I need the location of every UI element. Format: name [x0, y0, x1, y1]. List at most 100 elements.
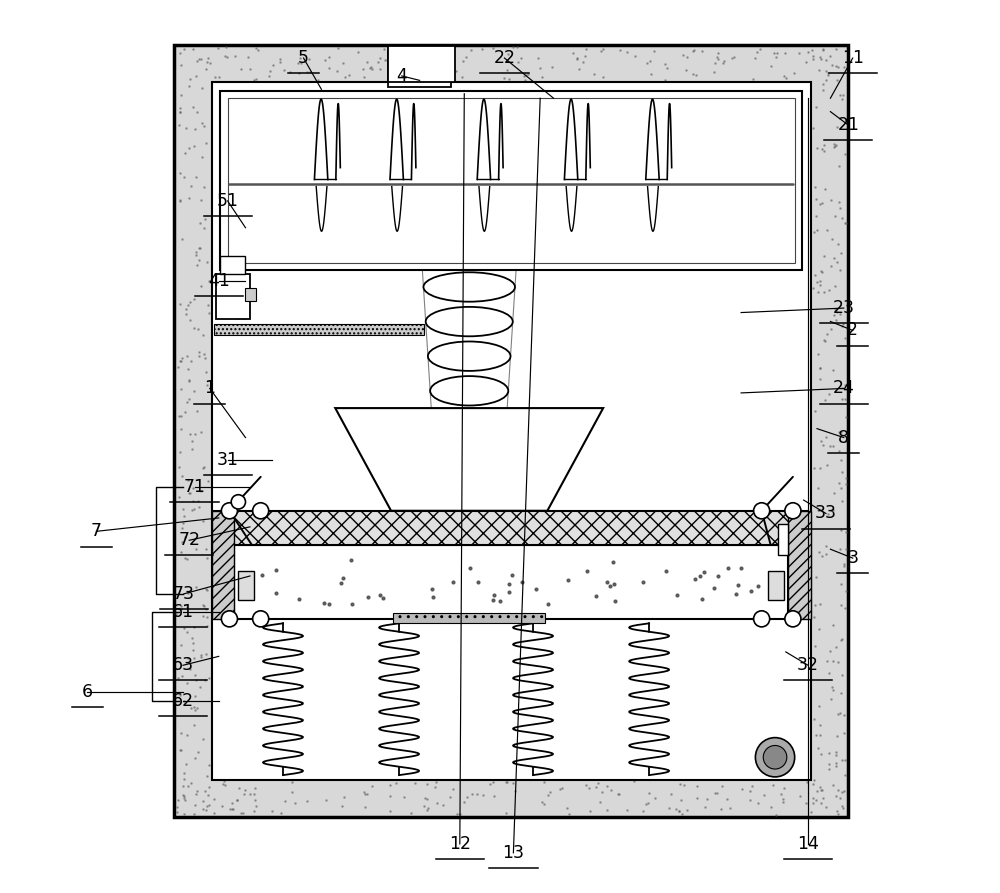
Point	[544, 60, 560, 74]
Polygon shape	[335, 408, 603, 511]
Point	[822, 49, 838, 63]
Point	[769, 46, 785, 61]
Point	[233, 62, 249, 76]
Point	[824, 58, 840, 72]
Point	[419, 777, 435, 791]
Point	[709, 785, 725, 799]
Point	[195, 461, 211, 475]
Point	[763, 800, 779, 814]
Point	[193, 279, 209, 293]
Point	[186, 501, 202, 515]
Point	[386, 61, 402, 75]
Point	[198, 602, 214, 616]
Point	[671, 804, 687, 818]
Point	[452, 807, 468, 822]
Point	[343, 553, 359, 567]
Point	[195, 597, 211, 612]
Point	[707, 785, 723, 799]
Point	[177, 405, 193, 419]
Point	[179, 728, 195, 742]
Point	[200, 298, 216, 313]
Point	[183, 776, 199, 790]
Point	[838, 478, 854, 492]
Ellipse shape	[426, 307, 513, 337]
Point	[191, 500, 207, 514]
Point	[424, 581, 440, 596]
Point	[174, 522, 190, 536]
Point	[419, 792, 435, 806]
Bar	[212, 82, 811, 780]
Point	[513, 51, 529, 65]
Point	[821, 746, 837, 760]
Point	[812, 461, 828, 475]
Point	[247, 780, 263, 795]
Bar	[234, 545, 788, 619]
Point	[197, 351, 213, 365]
Point	[337, 71, 353, 85]
Point	[504, 568, 520, 582]
Point	[823, 321, 839, 336]
Point	[578, 41, 594, 55]
Point	[814, 196, 830, 210]
Point	[186, 139, 202, 154]
Point	[811, 622, 827, 637]
Point	[217, 778, 233, 792]
Point	[638, 797, 654, 811]
Point	[207, 71, 223, 85]
Point	[191, 52, 207, 66]
Point	[696, 565, 712, 580]
Point	[528, 582, 544, 597]
Point	[828, 745, 844, 759]
Point	[818, 54, 834, 68]
Point	[792, 789, 808, 804]
Point	[456, 795, 472, 809]
Point	[749, 45, 765, 59]
Point	[812, 728, 828, 742]
Point	[833, 246, 849, 260]
Point	[321, 50, 337, 64]
Text: 6: 6	[82, 683, 93, 701]
Point	[334, 798, 350, 813]
Point	[641, 786, 657, 800]
Point	[825, 503, 841, 517]
Point	[706, 580, 722, 595]
Point	[658, 563, 674, 578]
Point	[225, 802, 241, 816]
Point	[264, 804, 280, 818]
Point	[180, 586, 196, 600]
Point	[201, 672, 217, 686]
Point	[197, 784, 213, 798]
Point	[811, 546, 827, 560]
Point	[728, 588, 744, 602]
Point	[626, 774, 642, 789]
Point	[218, 40, 234, 54]
Bar	[388, 46, 455, 82]
Point	[318, 792, 334, 806]
Point	[412, 47, 428, 62]
Text: 73: 73	[173, 585, 195, 603]
Point	[372, 51, 388, 65]
Point	[818, 430, 834, 445]
Point	[199, 378, 215, 392]
Point	[832, 201, 848, 215]
Point	[170, 360, 186, 374]
Point	[619, 803, 635, 817]
Point	[674, 807, 690, 822]
Point	[804, 43, 820, 57]
Point	[599, 574, 615, 588]
Point	[181, 374, 197, 388]
Point	[824, 232, 840, 246]
Point	[182, 427, 198, 441]
Point	[517, 73, 533, 88]
Bar	[220, 91, 802, 270]
Point	[179, 600, 195, 614]
Point	[834, 211, 850, 225]
Point	[176, 694, 192, 708]
Point	[200, 788, 216, 802]
Point	[829, 255, 845, 270]
Text: 23: 23	[833, 299, 855, 317]
Point	[173, 409, 189, 423]
Point	[180, 362, 196, 376]
Point	[486, 789, 502, 803]
Point	[188, 672, 204, 687]
